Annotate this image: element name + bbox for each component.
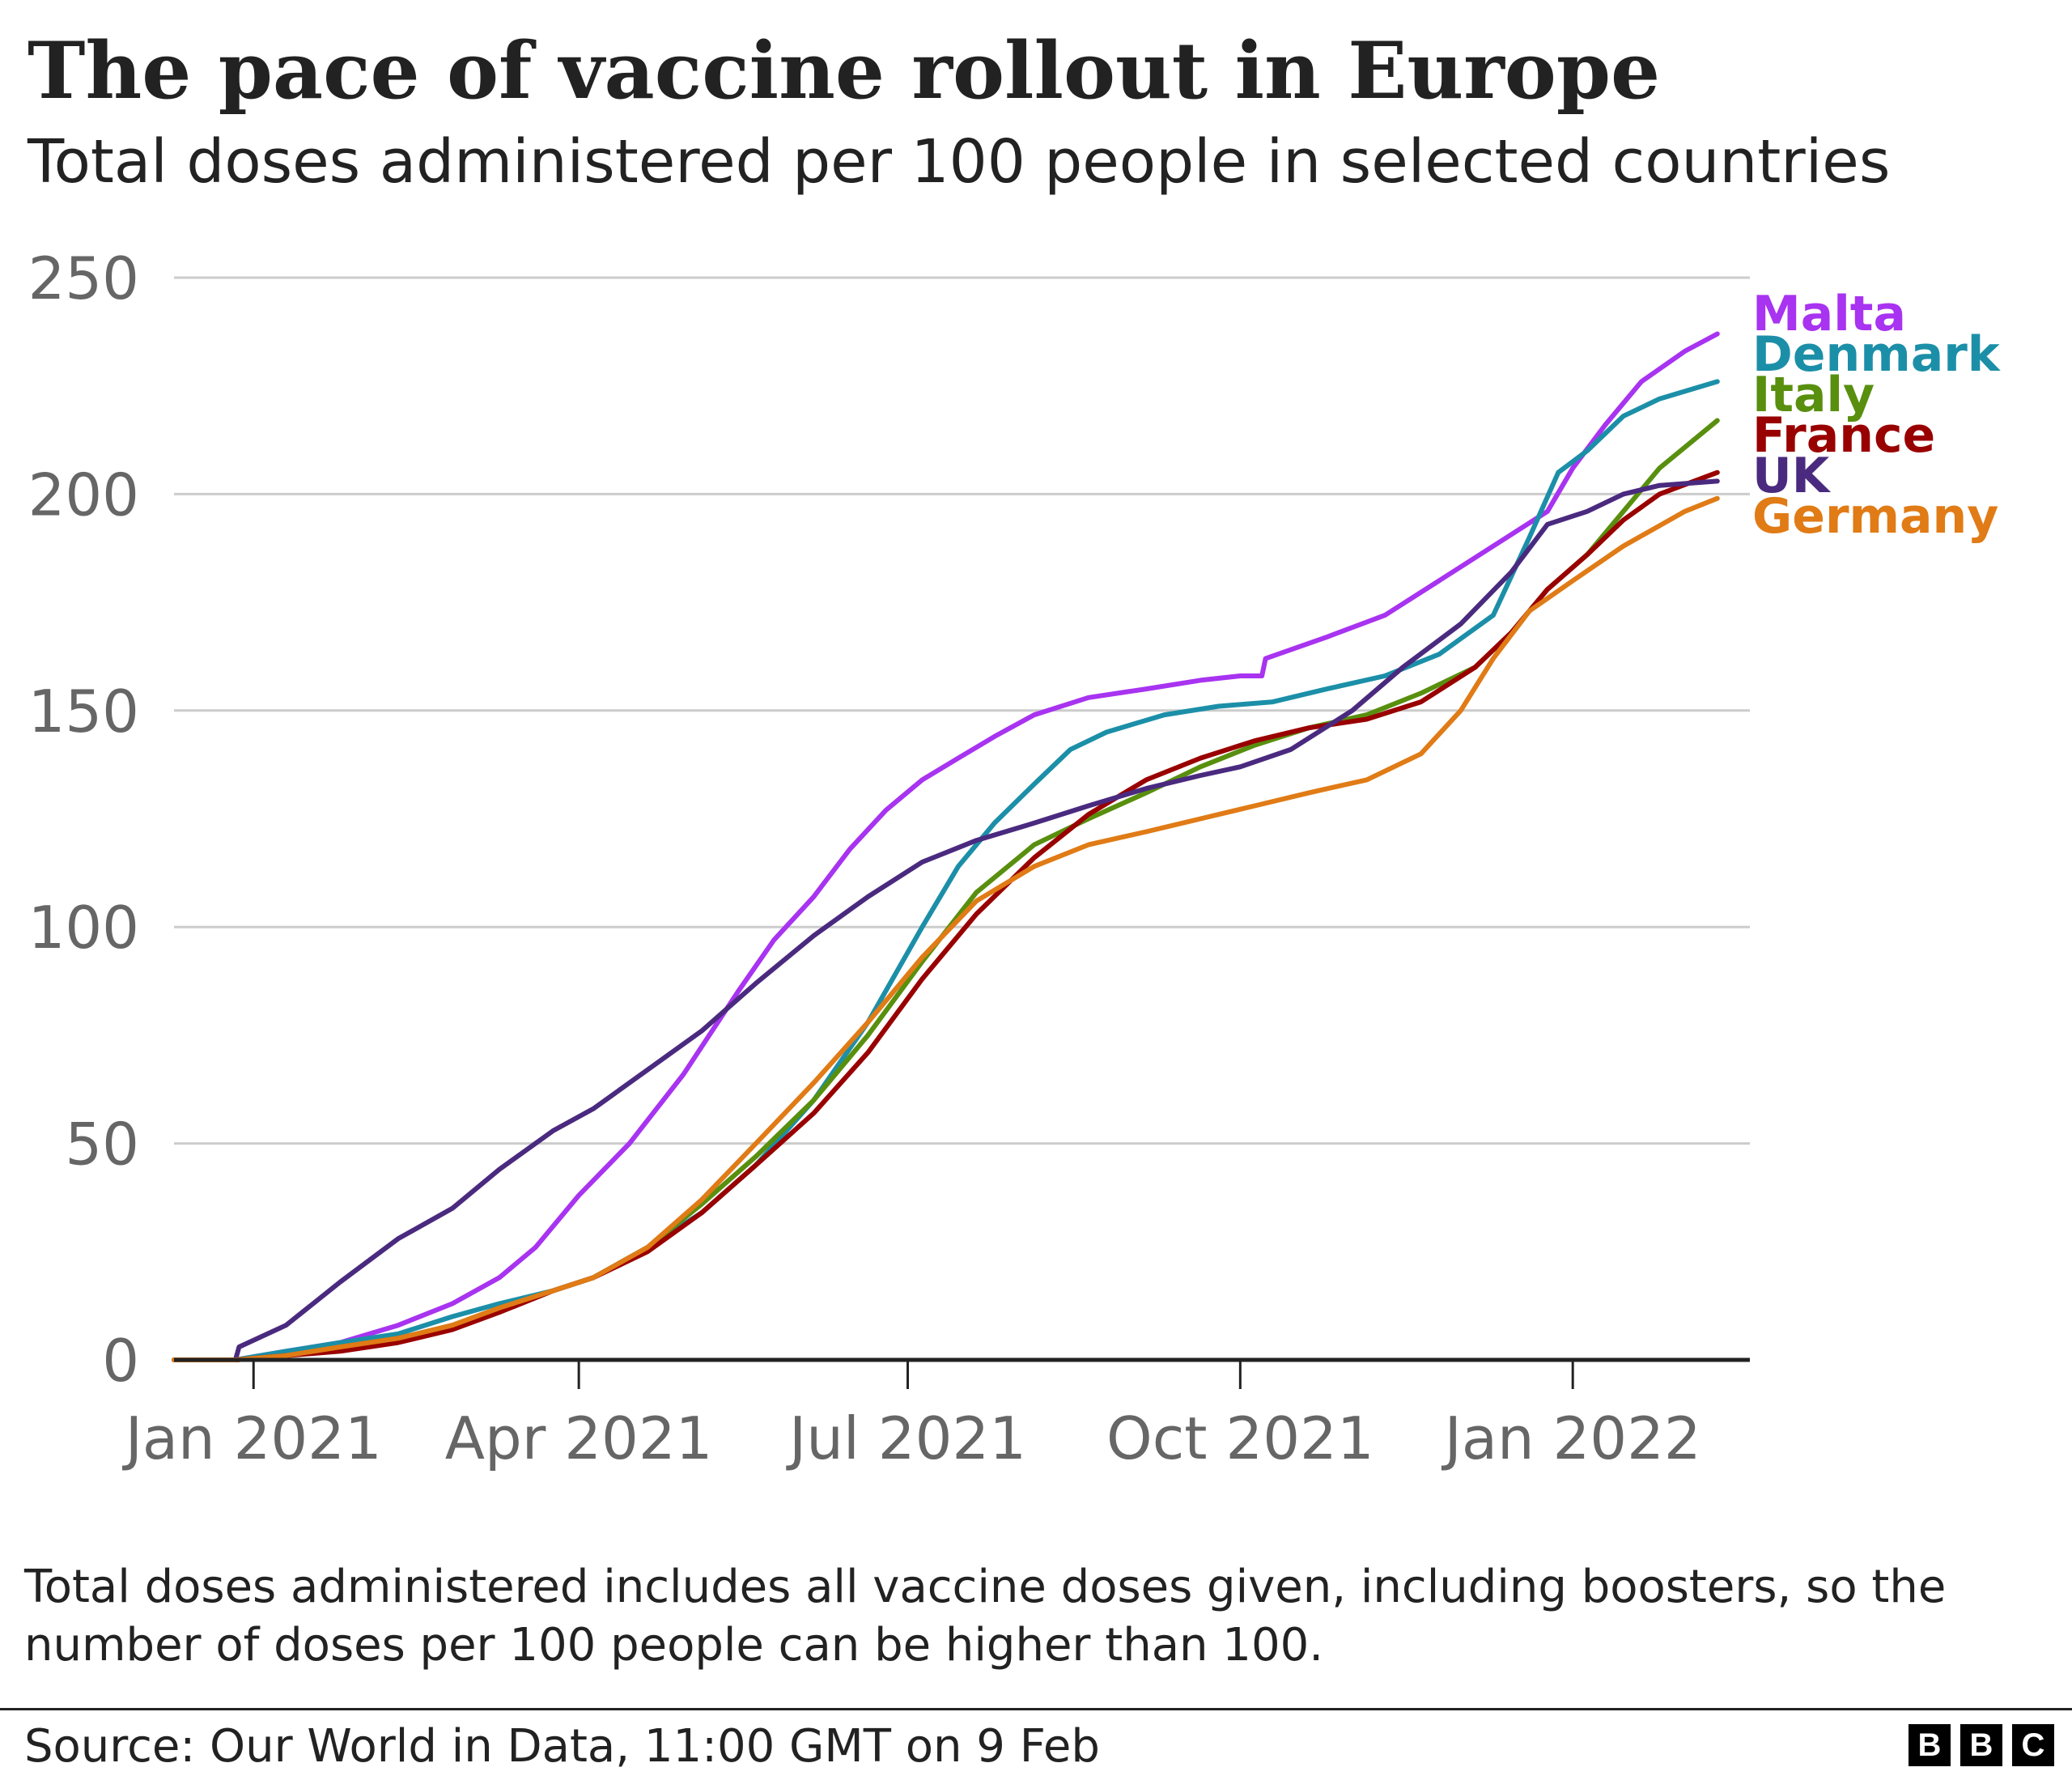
logo-letter: B	[1960, 1724, 2002, 1766]
series-label-italy: Italy	[1752, 367, 1875, 423]
x-tick-label: Jul 2021	[786, 1404, 1026, 1472]
logo-letter: B	[1909, 1724, 1951, 1766]
chart-subtitle: Total doses administered per 100 people …	[28, 127, 1891, 197]
chart-title: The pace of vaccine rollout in Europe	[28, 25, 1661, 117]
series-line-uk	[172, 478, 1720, 1362]
logo-letter: C	[2012, 1724, 2054, 1766]
series-line-france	[172, 469, 1720, 1362]
source-text: Source: Our World in Data, 11:00 GMT on …	[24, 1720, 1100, 1773]
series-label-france: France	[1752, 407, 1935, 464]
series-line-malta	[172, 331, 1720, 1362]
series-line-germany	[172, 495, 1720, 1362]
y-tick-label: 0	[102, 1327, 139, 1395]
series-label-denmark: Denmark	[1752, 326, 2002, 383]
series-line-denmark	[172, 379, 1720, 1362]
series-label-uk: UK	[1752, 448, 1832, 504]
x-tick-label: Oct 2021	[1106, 1404, 1374, 1472]
bbc-logo: B B C	[1909, 1724, 2054, 1766]
x-tick-label: Jan 2021	[122, 1404, 382, 1472]
x-tick-label: Apr 2021	[445, 1404, 713, 1472]
y-tick-label: 150	[28, 678, 139, 746]
y-tick-label: 200	[28, 461, 139, 529]
chart-footnote: Total doses administered includes all va…	[24, 1561, 1947, 1672]
footer-divider	[0, 1708, 2072, 1710]
x-tick-label: Jan 2022	[1441, 1404, 1701, 1472]
y-tick-label: 250	[28, 244, 139, 312]
y-tick-label: 50	[65, 1111, 139, 1179]
series-label-malta: Malta	[1752, 286, 1906, 342]
series-label-germany: Germany	[1752, 488, 1998, 545]
y-tick-label: 100	[28, 894, 139, 962]
